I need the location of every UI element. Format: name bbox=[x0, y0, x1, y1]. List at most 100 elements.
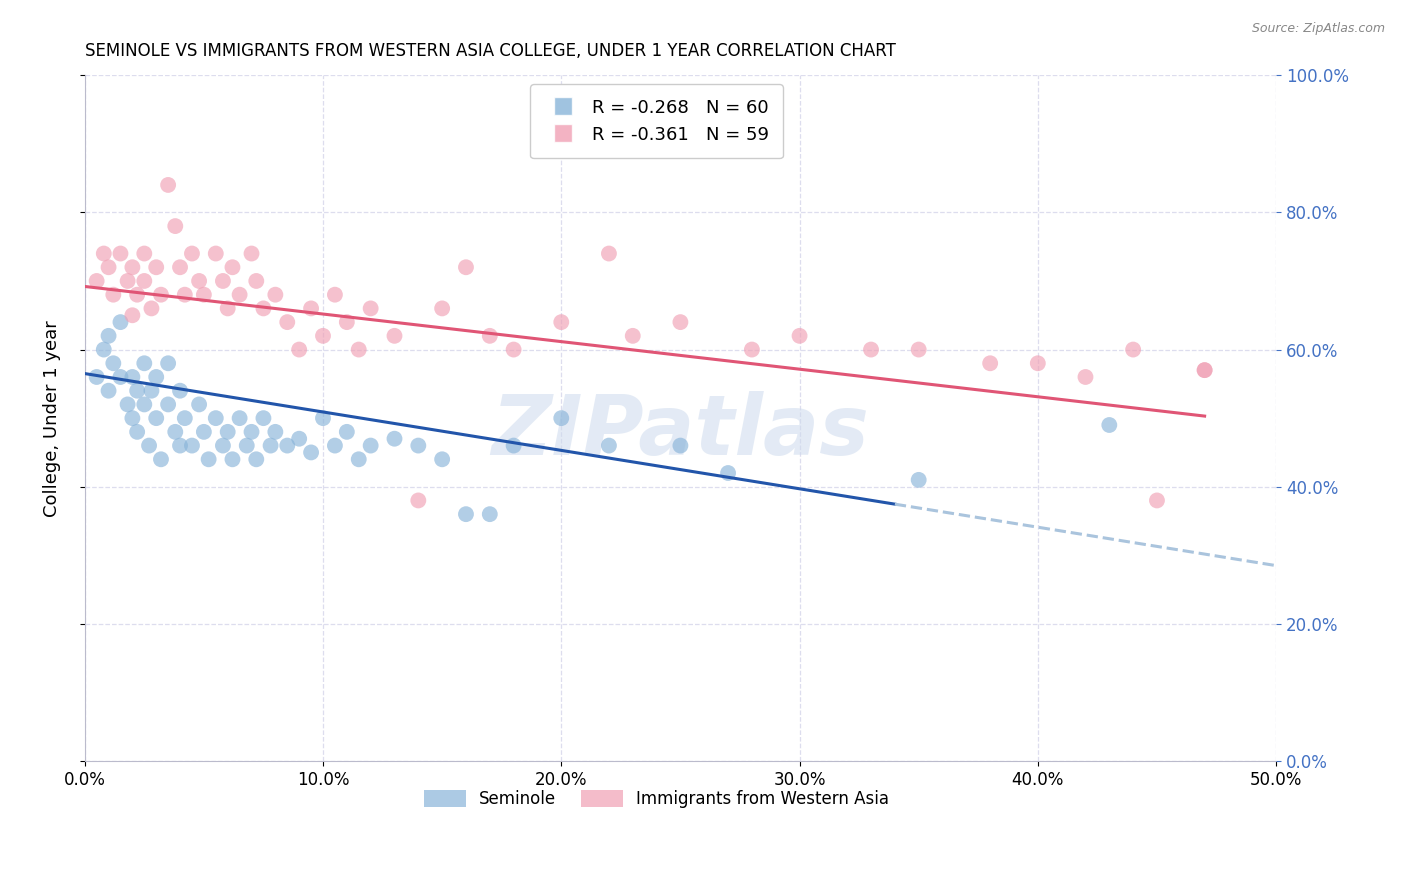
Point bbox=[204, 411, 226, 425]
Point bbox=[169, 439, 191, 453]
Point bbox=[550, 315, 572, 329]
Point bbox=[288, 432, 311, 446]
Point bbox=[103, 287, 125, 301]
Point bbox=[169, 384, 191, 398]
Point bbox=[299, 445, 322, 459]
Point bbox=[157, 356, 180, 370]
Point bbox=[197, 452, 219, 467]
Point bbox=[110, 370, 132, 384]
Point bbox=[312, 328, 335, 343]
Point bbox=[336, 425, 359, 439]
Point bbox=[408, 439, 430, 453]
Point bbox=[134, 356, 156, 370]
Point bbox=[110, 315, 132, 329]
Point bbox=[127, 384, 149, 398]
Point bbox=[217, 425, 239, 439]
Point bbox=[121, 370, 143, 384]
Point bbox=[430, 452, 453, 467]
Point bbox=[117, 274, 139, 288]
Point bbox=[228, 287, 250, 301]
Point bbox=[165, 425, 187, 439]
Point bbox=[1194, 363, 1216, 377]
Point bbox=[264, 287, 287, 301]
Y-axis label: College, Under 1 year: College, Under 1 year bbox=[44, 319, 60, 516]
Point bbox=[181, 439, 204, 453]
Point bbox=[1074, 370, 1097, 384]
Point bbox=[1194, 363, 1216, 377]
Point bbox=[312, 411, 335, 425]
Point bbox=[138, 439, 160, 453]
Point bbox=[259, 439, 281, 453]
Point bbox=[86, 274, 108, 288]
Point bbox=[276, 439, 298, 453]
Point bbox=[502, 439, 524, 453]
Point bbox=[621, 328, 644, 343]
Point bbox=[240, 246, 263, 260]
Point bbox=[669, 315, 692, 329]
Point bbox=[264, 425, 287, 439]
Point bbox=[276, 315, 298, 329]
Point bbox=[245, 274, 267, 288]
Point bbox=[204, 246, 226, 260]
Point bbox=[173, 287, 195, 301]
Point bbox=[165, 219, 187, 233]
Point bbox=[145, 411, 167, 425]
Point bbox=[598, 439, 620, 453]
Point bbox=[173, 411, 195, 425]
Point bbox=[454, 260, 477, 275]
Point bbox=[669, 439, 692, 453]
Point bbox=[149, 452, 172, 467]
Point bbox=[217, 301, 239, 316]
Point bbox=[134, 246, 156, 260]
Point bbox=[384, 328, 406, 343]
Point bbox=[93, 246, 115, 260]
Point bbox=[323, 287, 346, 301]
Point bbox=[110, 246, 132, 260]
Point bbox=[789, 328, 811, 343]
Point bbox=[97, 260, 120, 275]
Point bbox=[181, 246, 204, 260]
Point bbox=[1122, 343, 1144, 357]
Point bbox=[288, 343, 311, 357]
Point bbox=[212, 439, 235, 453]
Point bbox=[127, 425, 149, 439]
Point bbox=[121, 308, 143, 322]
Point bbox=[240, 425, 263, 439]
Point bbox=[1026, 356, 1049, 370]
Point bbox=[193, 425, 215, 439]
Point bbox=[188, 274, 211, 288]
Point bbox=[149, 287, 172, 301]
Point bbox=[360, 439, 382, 453]
Point bbox=[478, 507, 501, 521]
Point bbox=[121, 411, 143, 425]
Point bbox=[1146, 493, 1168, 508]
Point bbox=[550, 411, 572, 425]
Point bbox=[430, 301, 453, 316]
Point bbox=[336, 315, 359, 329]
Point bbox=[157, 397, 180, 411]
Point bbox=[741, 343, 763, 357]
Point bbox=[979, 356, 1001, 370]
Point bbox=[360, 301, 382, 316]
Point bbox=[236, 439, 259, 453]
Point bbox=[502, 343, 524, 357]
Point bbox=[141, 384, 163, 398]
Text: Source: ZipAtlas.com: Source: ZipAtlas.com bbox=[1251, 22, 1385, 36]
Point bbox=[212, 274, 235, 288]
Point bbox=[408, 493, 430, 508]
Point bbox=[245, 452, 267, 467]
Point bbox=[907, 473, 929, 487]
Point bbox=[134, 397, 156, 411]
Point bbox=[93, 343, 115, 357]
Point bbox=[145, 260, 167, 275]
Point bbox=[598, 246, 620, 260]
Point bbox=[86, 370, 108, 384]
Point bbox=[717, 466, 740, 480]
Point bbox=[134, 274, 156, 288]
Point bbox=[97, 384, 120, 398]
Point bbox=[252, 301, 274, 316]
Point bbox=[299, 301, 322, 316]
Point bbox=[907, 343, 929, 357]
Point bbox=[193, 287, 215, 301]
Legend: Seminole, Immigrants from Western Asia: Seminole, Immigrants from Western Asia bbox=[418, 783, 896, 814]
